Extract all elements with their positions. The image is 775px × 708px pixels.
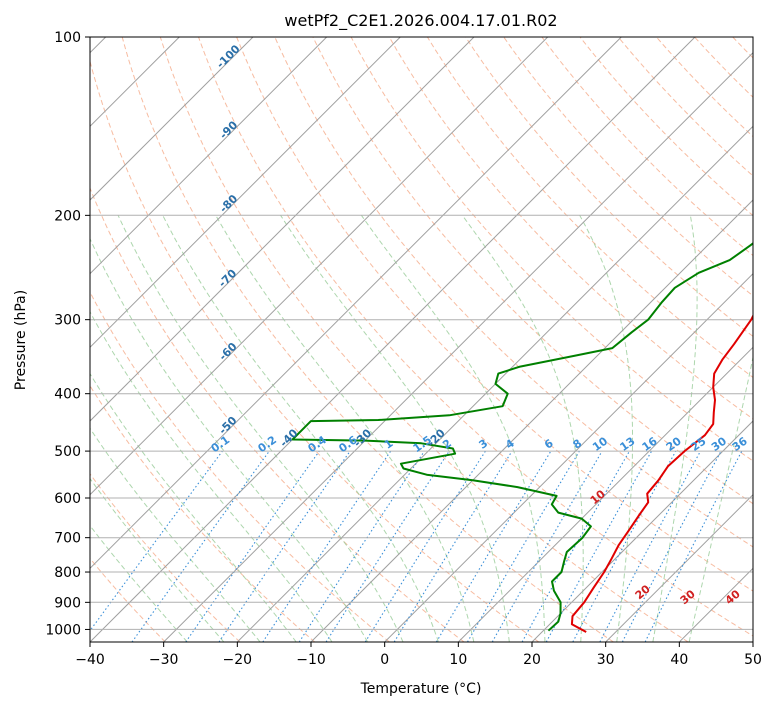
mixing-ratio-line (644, 450, 743, 642)
moist-adiabat (90, 427, 261, 642)
x-tick-label: −10 (296, 652, 326, 668)
moist-adiabat (90, 524, 188, 642)
mixing-ratio-line (545, 450, 653, 642)
pressure-gridlines (90, 37, 753, 630)
moist-adiabat (280, 215, 510, 642)
isotherm (90, 37, 696, 642)
dry-adiabat (236, 37, 753, 592)
y-tick-label: 700 (54, 531, 81, 547)
isotherm (90, 37, 254, 201)
x-tick-label: 10 (449, 652, 467, 668)
dry-adiabat (350, 37, 753, 462)
mixing-ratio-line (262, 450, 392, 642)
y-tick-label: 600 (54, 491, 81, 507)
y-tick-label: 400 (54, 387, 81, 403)
moist-adiabat (117, 215, 404, 642)
mixing-ratio-line (298, 450, 425, 642)
temperature-profile (570, 313, 753, 633)
plot-frame (89, 36, 754, 643)
x-tick-label: 50 (744, 652, 762, 668)
isotherm (457, 346, 753, 642)
moist-adiabat (360, 215, 546, 642)
y-tick-label: 800 (54, 565, 81, 581)
series-layer (291, 242, 753, 633)
isotherm (236, 125, 753, 642)
dry-adiabat (503, 37, 753, 297)
x-tick-label: −20 (223, 652, 253, 668)
dry-adiabat (90, 186, 465, 642)
x-axis-label: Temperature (°C) (360, 681, 482, 697)
moist-adiabat (90, 477, 225, 642)
isotherm (310, 199, 753, 642)
y-tick-label: 900 (54, 595, 81, 611)
dry-adiabat (90, 472, 241, 642)
dry-adiabat (90, 59, 540, 642)
y-tick-label: 200 (54, 208, 81, 224)
dry-adiabat (90, 291, 390, 642)
isotherm (90, 37, 475, 422)
isotherm (384, 272, 753, 642)
isotherm (163, 51, 753, 642)
isotherm (90, 37, 401, 349)
moist-adiabat (579, 215, 633, 642)
x-tick-label: −30 (149, 652, 179, 668)
dry-adiabat (121, 37, 614, 642)
moist-adiabat (90, 310, 333, 642)
x-tick-label: 20 (523, 652, 541, 668)
x-tick-label: 30 (597, 652, 615, 668)
mixing-ratio-line (325, 450, 450, 642)
y-tick-label: 1000 (45, 622, 81, 638)
moist-adiabat (90, 372, 297, 642)
background-lines (90, 37, 753, 642)
isotherm (90, 37, 328, 275)
mixing-ratio-line (521, 450, 630, 642)
dry-adiabat (426, 37, 753, 379)
y-axis-label: Pressure (hPa) (13, 290, 29, 390)
mixing-ratio-line (572, 450, 677, 642)
y-tick-label: 500 (54, 444, 81, 460)
moist-adiabat (90, 237, 369, 642)
dry-adiabat (274, 37, 753, 548)
dry-adiabat (90, 557, 166, 642)
moist-adiabat (162, 215, 439, 642)
isotherm (90, 37, 549, 496)
mixing-ratio-line (218, 450, 351, 642)
dry-adiabat (159, 37, 689, 642)
chart-title: wetPf2_C2E1.2026.004.17.01.R02 (284, 11, 557, 31)
mixing-ratio-line (131, 450, 270, 642)
dry-adiabat (90, 384, 316, 642)
y-tick-label: 300 (54, 313, 81, 329)
x-tick-label: 40 (670, 652, 688, 668)
x-tick-label: 0 (380, 652, 389, 668)
x-tick-label: −40 (75, 652, 105, 668)
mixing-ratio-line (185, 450, 320, 642)
mixing-ratio-line (393, 450, 513, 642)
x-axis: −40 −30 −20 −10 0 10 20 30 40 50 (75, 642, 762, 668)
y-tick-label: 100 (54, 30, 81, 46)
moist-adiabat (215, 215, 475, 642)
isotherm (605, 493, 753, 642)
dry-adiabat (198, 37, 753, 637)
mixing-ratio-line (90, 450, 223, 632)
dewpoint-profile (291, 242, 753, 632)
y-axis: 100 200 300 400 500 600 700 800 900 1000 (45, 30, 90, 638)
isotherm (531, 420, 753, 642)
isotherm (90, 37, 622, 570)
